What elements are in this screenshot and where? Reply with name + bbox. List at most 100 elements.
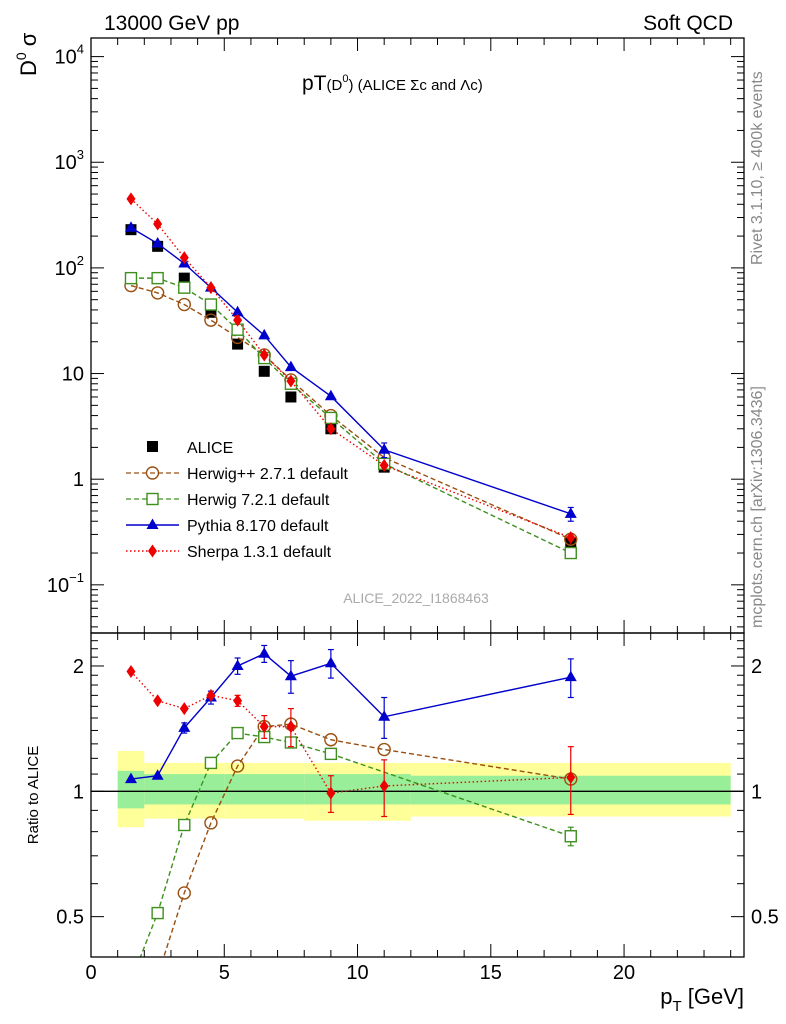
ratio-point-herwig-7-2-1-default-3 (204, 756, 218, 770)
ratio-ytick-label-left-0: 2 (73, 656, 84, 678)
main-point-herwig-2-7-1-default-1 (150, 286, 165, 300)
ratio-point-herwig-2-7-1-default-4 (230, 759, 245, 773)
ratio-point-sherpa-1-3-1-default-8 (379, 779, 389, 793)
ratio-ytick-label-left-2: 0.5 (56, 907, 84, 929)
ratio-point-herwig-7-2-1-default-4 (231, 726, 244, 740)
legend: ALICE Herwig++ 2.7.1 default Herwig 7.2.… (126, 440, 349, 561)
main-point-alice-4 (232, 338, 244, 350)
main-point-sherpa-1-3-1-default-7 (326, 422, 336, 436)
ratio-point-herwig-2-7-1-default-3 (204, 816, 218, 830)
ratio-ytick-label-right-1: 1 (751, 781, 762, 803)
main-ytick-label-5: 10−1 (47, 570, 84, 597)
legend-label-sherpa: Sherpa 1.3.1 default (187, 544, 332, 561)
main-point-alice-5 (258, 365, 270, 377)
ratio-point-sherpa-1-3-1-default-7 (326, 786, 336, 800)
main-line-pythia-8-170-default (130, 227, 571, 515)
main-point-alice-6 (285, 391, 297, 403)
main-point-alice-3 (205, 306, 217, 318)
ratio-point-pythia-8-170-default-8 (378, 710, 391, 721)
main-point-pythia-8-170-default-9 (564, 507, 577, 518)
main-point-herwig-2-7-1-default-3 (204, 313, 218, 327)
ratio-point-herwig-7-2-1-default-2 (178, 818, 191, 832)
ratio-point-herwig-2-7-1-default-1 (152, 970, 164, 982)
ratio-point-sherpa-1-3-1-default-6 (286, 720, 296, 734)
main-point-herwig-7-2-1-default-9 (564, 546, 577, 560)
ratio-point-herwig-7-2-1-default-0 (125, 976, 136, 987)
main-point-sherpa-1-3-1-default-2 (179, 251, 189, 265)
main-ytick-base-2: 10 (55, 258, 77, 280)
main-ytick-base-3: 10 (62, 364, 84, 386)
legend-entry-herwigpp: Herwig++ 2.7.1 default (126, 466, 349, 483)
legend-marker-herwigpp (145, 466, 160, 480)
x-axis-label: pT [GeV] (660, 984, 744, 1015)
ratio-point-sherpa-1-3-1-default-0 (126, 664, 136, 678)
x-tick-label-3: 15 (480, 962, 502, 984)
main-point-pythia-8-170-default-8 (378, 443, 391, 454)
mcplots-label: mcplots.cern.ch [arXiv:1306.3436] (749, 386, 766, 628)
main-point-sherpa-1-3-1-default-1 (153, 217, 163, 231)
ratio-point-pythia-8-170-default-5 (258, 647, 271, 658)
ratio-series-wrap (124, 644, 578, 1015)
main-ytick-exp-0: 4 (77, 42, 84, 57)
main-ytick-label-4: 1 (73, 469, 84, 491)
legend-marker-alice (147, 441, 158, 452)
main-point-herwig-7-2-1-default-7 (324, 411, 338, 425)
legend-label-alice: ALICE (187, 440, 233, 457)
header-left: 13000 GeV pp (104, 12, 239, 35)
legend-marker-herwig7 (146, 492, 159, 506)
main-ytick-label-3: 10 (62, 364, 84, 386)
main-ytick-base-4: 1 (73, 469, 84, 491)
ratio-point-herwig-7-2-1-default-9 (564, 830, 577, 843)
main-point-sherpa-1-3-1-default-4 (233, 313, 243, 327)
ratio-ylabel: Ratio to ALICE (25, 746, 42, 844)
main-ytick-base-0: 10 (55, 47, 77, 69)
ratio-point-sherpa-1-3-1-default-2 (179, 702, 189, 716)
ratio-line-sherpa-1-3-1-default (130, 671, 571, 794)
main-point-herwig-2-7-1-default-2 (177, 297, 191, 312)
ratio-point-sherpa-1-3-1-default-5 (259, 720, 269, 734)
ratio-panel: 0 5 10 15 20 2 2 1 1 0.5 0.5 (56, 632, 779, 1015)
ratio-ytick-label-right-0: 2 (751, 656, 762, 678)
legend-label-herwig7: Herwig 7.2.1 default (187, 492, 330, 509)
main-series-wrap (124, 192, 578, 560)
main-point-sherpa-1-3-1-default-5 (259, 348, 269, 362)
ratio-line-herwig-2-7-1-default (163, 723, 571, 957)
ratio-point-pythia-8-170-default-0 (124, 772, 137, 784)
main-point-sherpa-1-3-1-default-8 (379, 458, 389, 472)
x-tick-label-4: 20 (613, 962, 635, 984)
main-line-herwig-2-7-1-default (130, 284, 572, 540)
main-point-sherpa-1-3-1-default-6 (286, 374, 296, 388)
main-ytick-exp-2: 2 (77, 253, 84, 268)
ratio-frame (90, 632, 745, 958)
ratio-point-herwig-7-2-1-default-7 (324, 747, 338, 761)
main-ytick-base-1: 10 (55, 152, 77, 174)
main-point-sherpa-1-3-1-default-3 (206, 281, 216, 295)
ratio-point-pythia-8-170-default-7 (324, 656, 337, 668)
ratio-point-sherpa-1-3-1-default-4 (233, 694, 243, 708)
ratio-point-pythia-8-170-default-1 (151, 769, 164, 780)
main-point-alice-2 (178, 272, 190, 284)
ratio-point-herwig-2-7-1-default-0 (125, 1003, 137, 1015)
ratio-ytick-label-right-2: 0.5 (751, 907, 779, 929)
legend-entry-pythia: Pythia 8.170 default (126, 518, 329, 535)
ratio-point-herwig-2-7-1-default-7 (324, 733, 338, 747)
rivet-label: Rivet 3.1.10, ≥ 400k events (749, 71, 766, 265)
main-point-pythia-8-170-default-5 (258, 328, 271, 340)
main-line-sherpa-1-3-1-default (130, 198, 572, 539)
main-line-herwig-7-2-1-default (130, 277, 572, 554)
main-point-herwig-7-2-1-default-0 (124, 271, 138, 285)
main-point-herwig-7-2-1-default-1 (151, 271, 164, 285)
ratio-point-pythia-8-170-default-6 (284, 669, 297, 681)
ratio-point-pythia-8-170-default-2 (178, 721, 191, 732)
legend-marker-sherpa (148, 544, 157, 558)
band-stat-bin-2 (170, 774, 225, 805)
x-tick-label-1: 5 (219, 962, 230, 984)
x-tick-label-2: 10 (346, 962, 368, 984)
main-ytick-exp-1: 3 (77, 147, 84, 162)
header-right: Soft QCD (643, 12, 733, 35)
main-point-pythia-8-170-default-7 (324, 389, 337, 401)
ratio-point-pythia-8-170-default-9 (564, 670, 577, 682)
main-ytick-label-0: 104 (55, 42, 84, 69)
